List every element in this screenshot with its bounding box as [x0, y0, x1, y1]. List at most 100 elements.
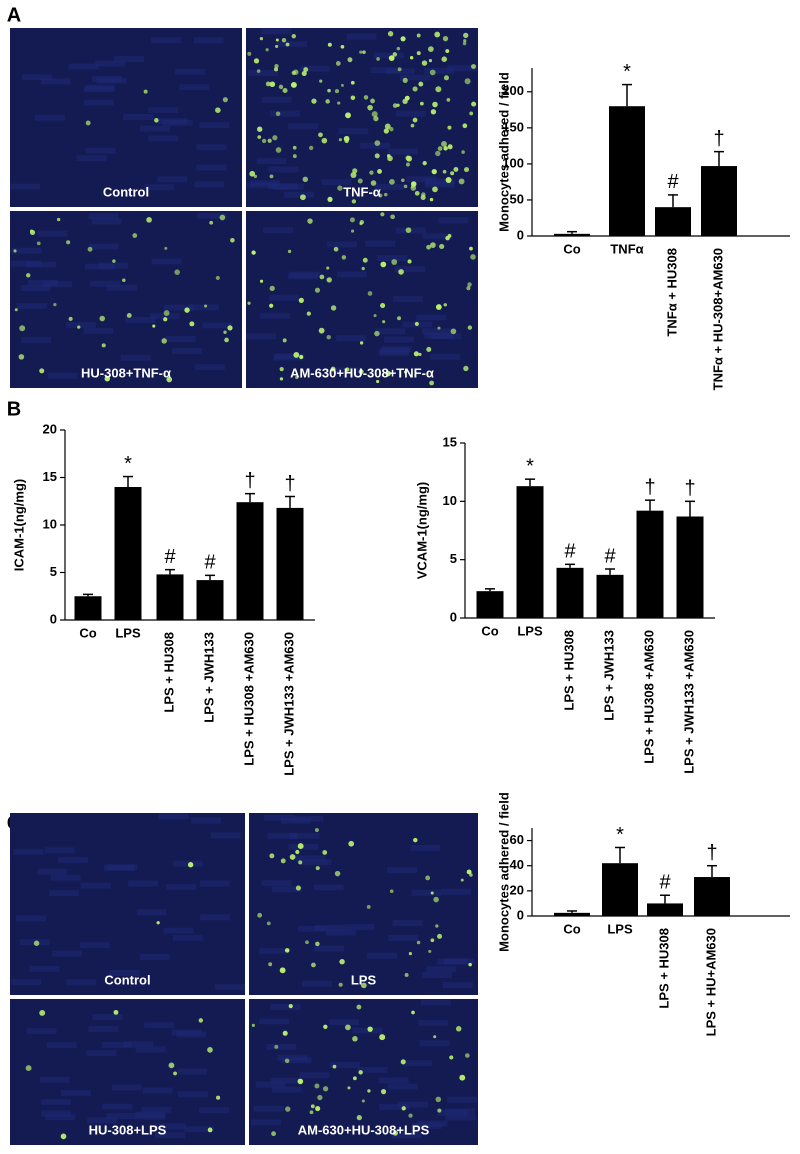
cell [349, 217, 355, 223]
texture [46, 1042, 77, 1049]
cell [257, 126, 263, 132]
cell [425, 875, 431, 881]
texture [329, 1019, 360, 1026]
texture [357, 1066, 388, 1073]
texture [83, 86, 114, 93]
y-tick-label: 10 [43, 516, 57, 531]
cell [427, 46, 434, 52]
texture [155, 1123, 186, 1130]
cell [441, 140, 447, 147]
texture [196, 164, 227, 171]
texture [37, 868, 68, 875]
cell [25, 1065, 32, 1071]
texture [441, 888, 472, 895]
cell [104, 375, 111, 382]
cell [402, 77, 408, 83]
cell [305, 940, 309, 945]
y-axis-label: ICAM-1(ng/mg) [11, 479, 26, 571]
cell [410, 185, 417, 191]
bar [476, 591, 504, 618]
bar [276, 507, 304, 620]
texture [88, 243, 119, 250]
cell [278, 84, 284, 90]
cell [437, 933, 443, 939]
cell [374, 330, 380, 337]
cell [343, 135, 350, 142]
cell [295, 885, 301, 891]
cell [164, 246, 168, 250]
cell [367, 1026, 373, 1032]
cell [338, 982, 343, 987]
cell [450, 171, 455, 176]
cell [314, 1083, 320, 1089]
texture [76, 155, 107, 162]
cell [352, 1076, 357, 1081]
cell [156, 921, 160, 925]
texture [155, 1132, 186, 1139]
texture [125, 316, 156, 323]
texture [327, 241, 358, 248]
texture [289, 271, 320, 278]
cell [350, 80, 355, 85]
texture [26, 1028, 57, 1035]
image-label: LPS [351, 972, 377, 987]
texture [88, 1026, 119, 1033]
micrograph-bg [10, 813, 245, 995]
cell [168, 1062, 175, 1069]
cell [161, 338, 167, 344]
texture [188, 304, 219, 311]
cell [421, 60, 428, 66]
cell [359, 222, 363, 226]
cell [442, 169, 447, 174]
cell [412, 117, 418, 123]
cell [339, 958, 345, 965]
texture [41, 1110, 72, 1117]
texture [424, 67, 455, 74]
texture [373, 52, 404, 59]
y-tick-label: 20 [510, 882, 524, 897]
cell [432, 101, 438, 108]
cell [281, 37, 287, 43]
cell [378, 193, 383, 198]
texture [174, 68, 205, 75]
texture [148, 107, 179, 114]
cell [300, 194, 306, 201]
cell [418, 352, 422, 357]
cell [330, 305, 337, 311]
texture [29, 965, 60, 972]
texture [98, 262, 129, 269]
cell [269, 81, 276, 88]
cell [251, 250, 256, 255]
texture [197, 212, 228, 219]
texture [438, 217, 469, 224]
texture [388, 934, 419, 941]
texture [107, 864, 138, 871]
cell [447, 144, 453, 150]
significance-marker: * [616, 824, 624, 846]
cell [443, 303, 447, 307]
texture [11, 247, 42, 254]
texture [267, 832, 298, 839]
x-tick-label: LPS [115, 625, 141, 640]
cell [334, 870, 341, 877]
bar [596, 574, 624, 618]
texture [87, 1117, 118, 1124]
cell [469, 111, 474, 116]
cell [163, 317, 168, 322]
cell [291, 70, 296, 76]
cell [389, 179, 395, 185]
x-tick-label: LPS + HU308 [161, 632, 176, 713]
cell [410, 181, 417, 187]
cell [376, 379, 380, 384]
cell [406, 162, 410, 167]
texture [395, 266, 426, 273]
significance-marker: † [244, 470, 255, 492]
cell [441, 56, 448, 62]
cell [269, 285, 275, 292]
cell [445, 49, 450, 54]
texture [114, 55, 145, 62]
significance-marker: * [623, 61, 631, 83]
cell [459, 1074, 466, 1081]
texture [375, 328, 406, 335]
texture [384, 336, 415, 343]
